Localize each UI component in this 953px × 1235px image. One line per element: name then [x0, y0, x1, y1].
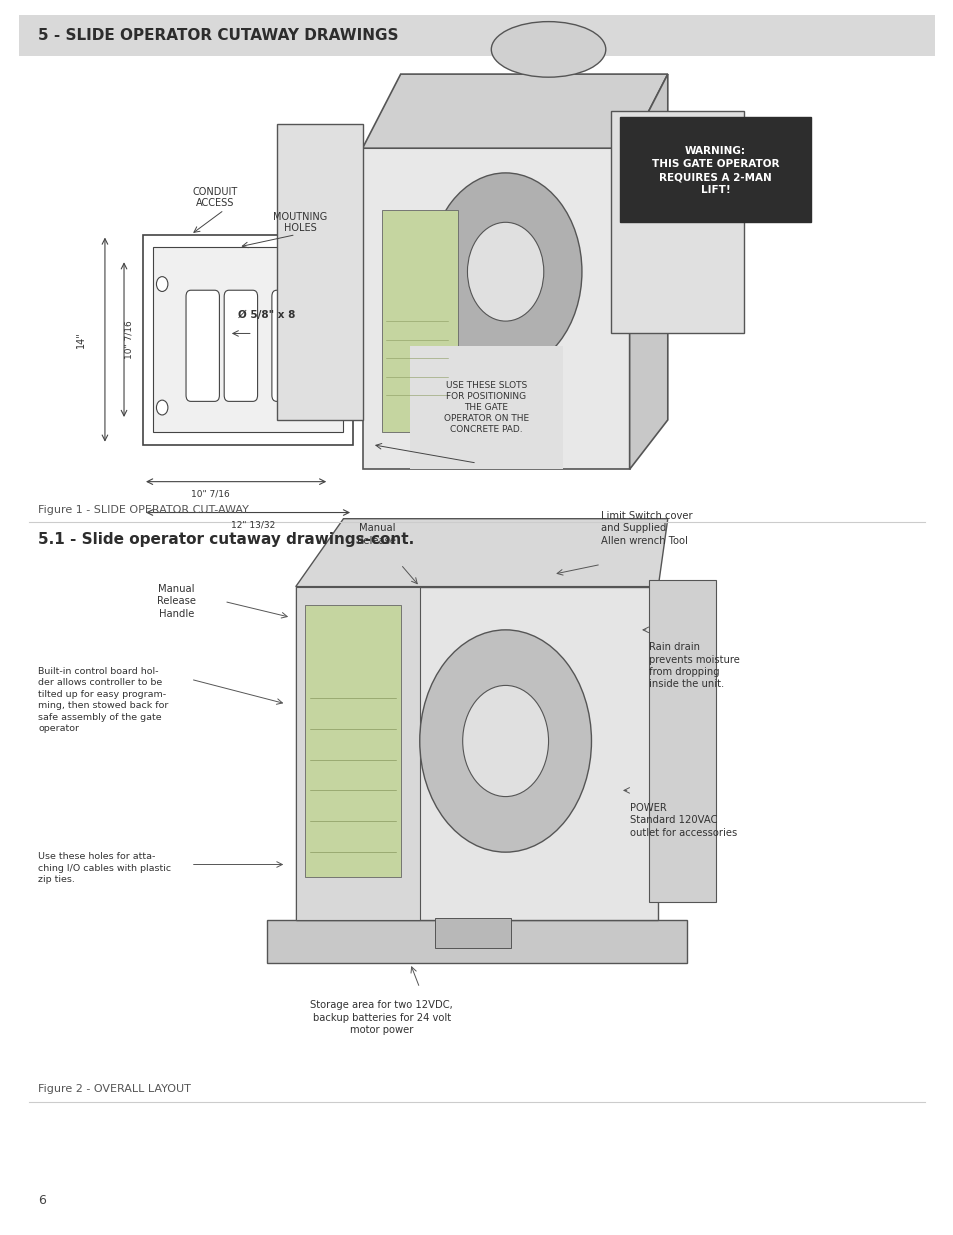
Bar: [381, 210, 457, 432]
Text: POWER
Standard 120VAC
outlet for accessories: POWER Standard 120VAC outlet for accesso…: [629, 803, 736, 837]
Circle shape: [429, 173, 581, 370]
Bar: [648, 580, 715, 902]
Bar: [19, 15, 934, 56]
Text: MOUTNING
HOLES: MOUTNING HOLES: [274, 211, 327, 233]
Bar: [435, 918, 510, 948]
Text: Use these holes for atta-
ching I/O cables with plastic
zip ties.: Use these holes for atta- ching I/O cabl…: [38, 852, 172, 884]
Circle shape: [467, 222, 543, 321]
FancyBboxPatch shape: [224, 290, 257, 401]
Bar: [295, 587, 658, 920]
Text: Storage area for two 12VDC,
backup batteries for 24 volt
motor power: Storage area for two 12VDC, backup batte…: [310, 1000, 453, 1035]
Ellipse shape: [491, 22, 605, 77]
Text: Figure 1 - SLIDE OPERATOR CUT-AWAY: Figure 1 - SLIDE OPERATOR CUT-AWAY: [38, 505, 249, 515]
Bar: [619, 117, 810, 222]
Text: Manual
Release: Manual Release: [357, 524, 395, 546]
Text: 5.1 - Slide operator cutaway drawings-cont.: 5.1 - Slide operator cutaway drawings-co…: [38, 532, 414, 547]
Bar: [267, 920, 686, 963]
Polygon shape: [295, 519, 667, 587]
Circle shape: [156, 400, 168, 415]
Text: 14": 14": [76, 331, 86, 348]
Bar: [152, 247, 343, 432]
Text: 10" 7/16: 10" 7/16: [124, 320, 133, 359]
Text: 6: 6: [38, 1194, 46, 1207]
Text: Built-in control board hol-
der allows controller to be
tilted up for easy progr: Built-in control board hol- der allows c…: [38, 667, 169, 734]
Circle shape: [462, 685, 548, 797]
FancyBboxPatch shape: [186, 290, 219, 401]
Bar: [610, 111, 743, 333]
Polygon shape: [362, 74, 667, 148]
Circle shape: [323, 277, 335, 291]
Bar: [276, 124, 362, 420]
Circle shape: [323, 400, 335, 415]
Bar: [362, 148, 629, 469]
Text: Rain drain
prevents moisture
from dropping
inside the unit.: Rain drain prevents moisture from droppi…: [648, 642, 739, 689]
Text: 12" 13/32: 12" 13/32: [231, 520, 274, 530]
Circle shape: [156, 277, 168, 291]
Bar: [410, 346, 562, 469]
Bar: [143, 235, 353, 445]
Text: 5 - SLIDE OPERATOR CUTAWAY DRAWINGS: 5 - SLIDE OPERATOR CUTAWAY DRAWINGS: [38, 27, 398, 43]
Text: 10" 7/16: 10" 7/16: [191, 489, 229, 499]
Text: WARNING:
THIS GATE OPERATOR
REQUIRES A 2-MAN
LIFT!: WARNING: THIS GATE OPERATOR REQUIRES A 2…: [651, 146, 779, 195]
Text: Ø 5/8" x 8: Ø 5/8" x 8: [238, 310, 295, 320]
Circle shape: [419, 630, 591, 852]
Text: USE THESE SLOTS
FOR POSITIONING
THE GATE
OPERATOR ON THE
CONCRETE PAD.: USE THESE SLOTS FOR POSITIONING THE GATE…: [443, 380, 529, 435]
Text: Manual
Release
Handle: Manual Release Handle: [157, 584, 195, 619]
Text: Figure 2 - OVERALL LAYOUT: Figure 2 - OVERALL LAYOUT: [38, 1084, 191, 1094]
Bar: [295, 587, 419, 920]
Text: Limit Switch cover
and Supplied
Allen wrench Tool: Limit Switch cover and Supplied Allen wr…: [600, 511, 692, 546]
Text: CONDUIT
ACCESS: CONDUIT ACCESS: [192, 186, 237, 209]
Polygon shape: [629, 74, 667, 469]
Bar: [305, 605, 400, 877]
FancyBboxPatch shape: [272, 290, 305, 401]
